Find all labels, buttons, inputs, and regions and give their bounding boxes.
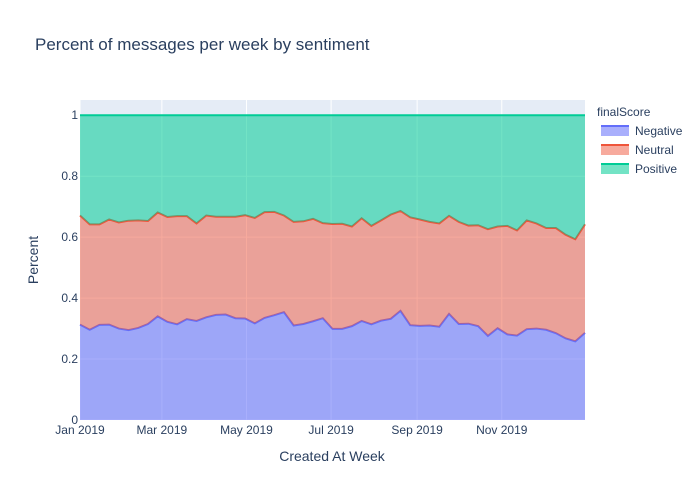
y-tick-label: 1 <box>71 108 78 122</box>
x-tick-label: Mar 2019 <box>137 423 188 437</box>
y-tick-label: 0.2 <box>61 352 78 366</box>
legend-label: Neutral <box>635 143 674 157</box>
legend-item-negative[interactable]: Negative <box>601 124 683 138</box>
legend-swatch <box>601 145 629 155</box>
x-tick-label: Jan 2019 <box>55 423 105 437</box>
area-neutral <box>80 210 585 342</box>
legend-swatch <box>601 126 629 136</box>
legend-item-neutral[interactable]: Neutral <box>601 143 674 157</box>
legend-item-positive[interactable]: Positive <box>601 162 677 176</box>
legend[interactable]: Negative Neutral Positive <box>601 124 683 176</box>
legend-title: finalScore <box>597 105 651 119</box>
y-tick-label: 0.6 <box>61 230 78 244</box>
y-tick-label: 0.8 <box>61 169 78 183</box>
area-negative <box>80 310 585 420</box>
x-tick-label: Jul 2019 <box>308 423 354 437</box>
y-axis-title: Percent <box>25 236 41 284</box>
chart-title: Percent of messages per week by sentimen… <box>35 35 370 54</box>
x-axis-title: Created At Week <box>279 448 386 464</box>
legend-label: Positive <box>635 162 677 176</box>
area-positive <box>80 115 585 240</box>
legend-swatch <box>601 164 629 174</box>
x-tick-label: May 2019 <box>220 423 273 437</box>
x-tick-label: Sep 2019 <box>391 423 443 437</box>
y-tick-label: 0.4 <box>61 291 78 305</box>
y-tick-label: 0 <box>71 413 78 427</box>
x-tick-label: Nov 2019 <box>476 423 528 437</box>
legend-label: Negative <box>635 124 683 138</box>
plot-area: Jan 2019 Mar 2019 May 2019 Jul 2019 Sep 2019… <box>55 100 586 437</box>
